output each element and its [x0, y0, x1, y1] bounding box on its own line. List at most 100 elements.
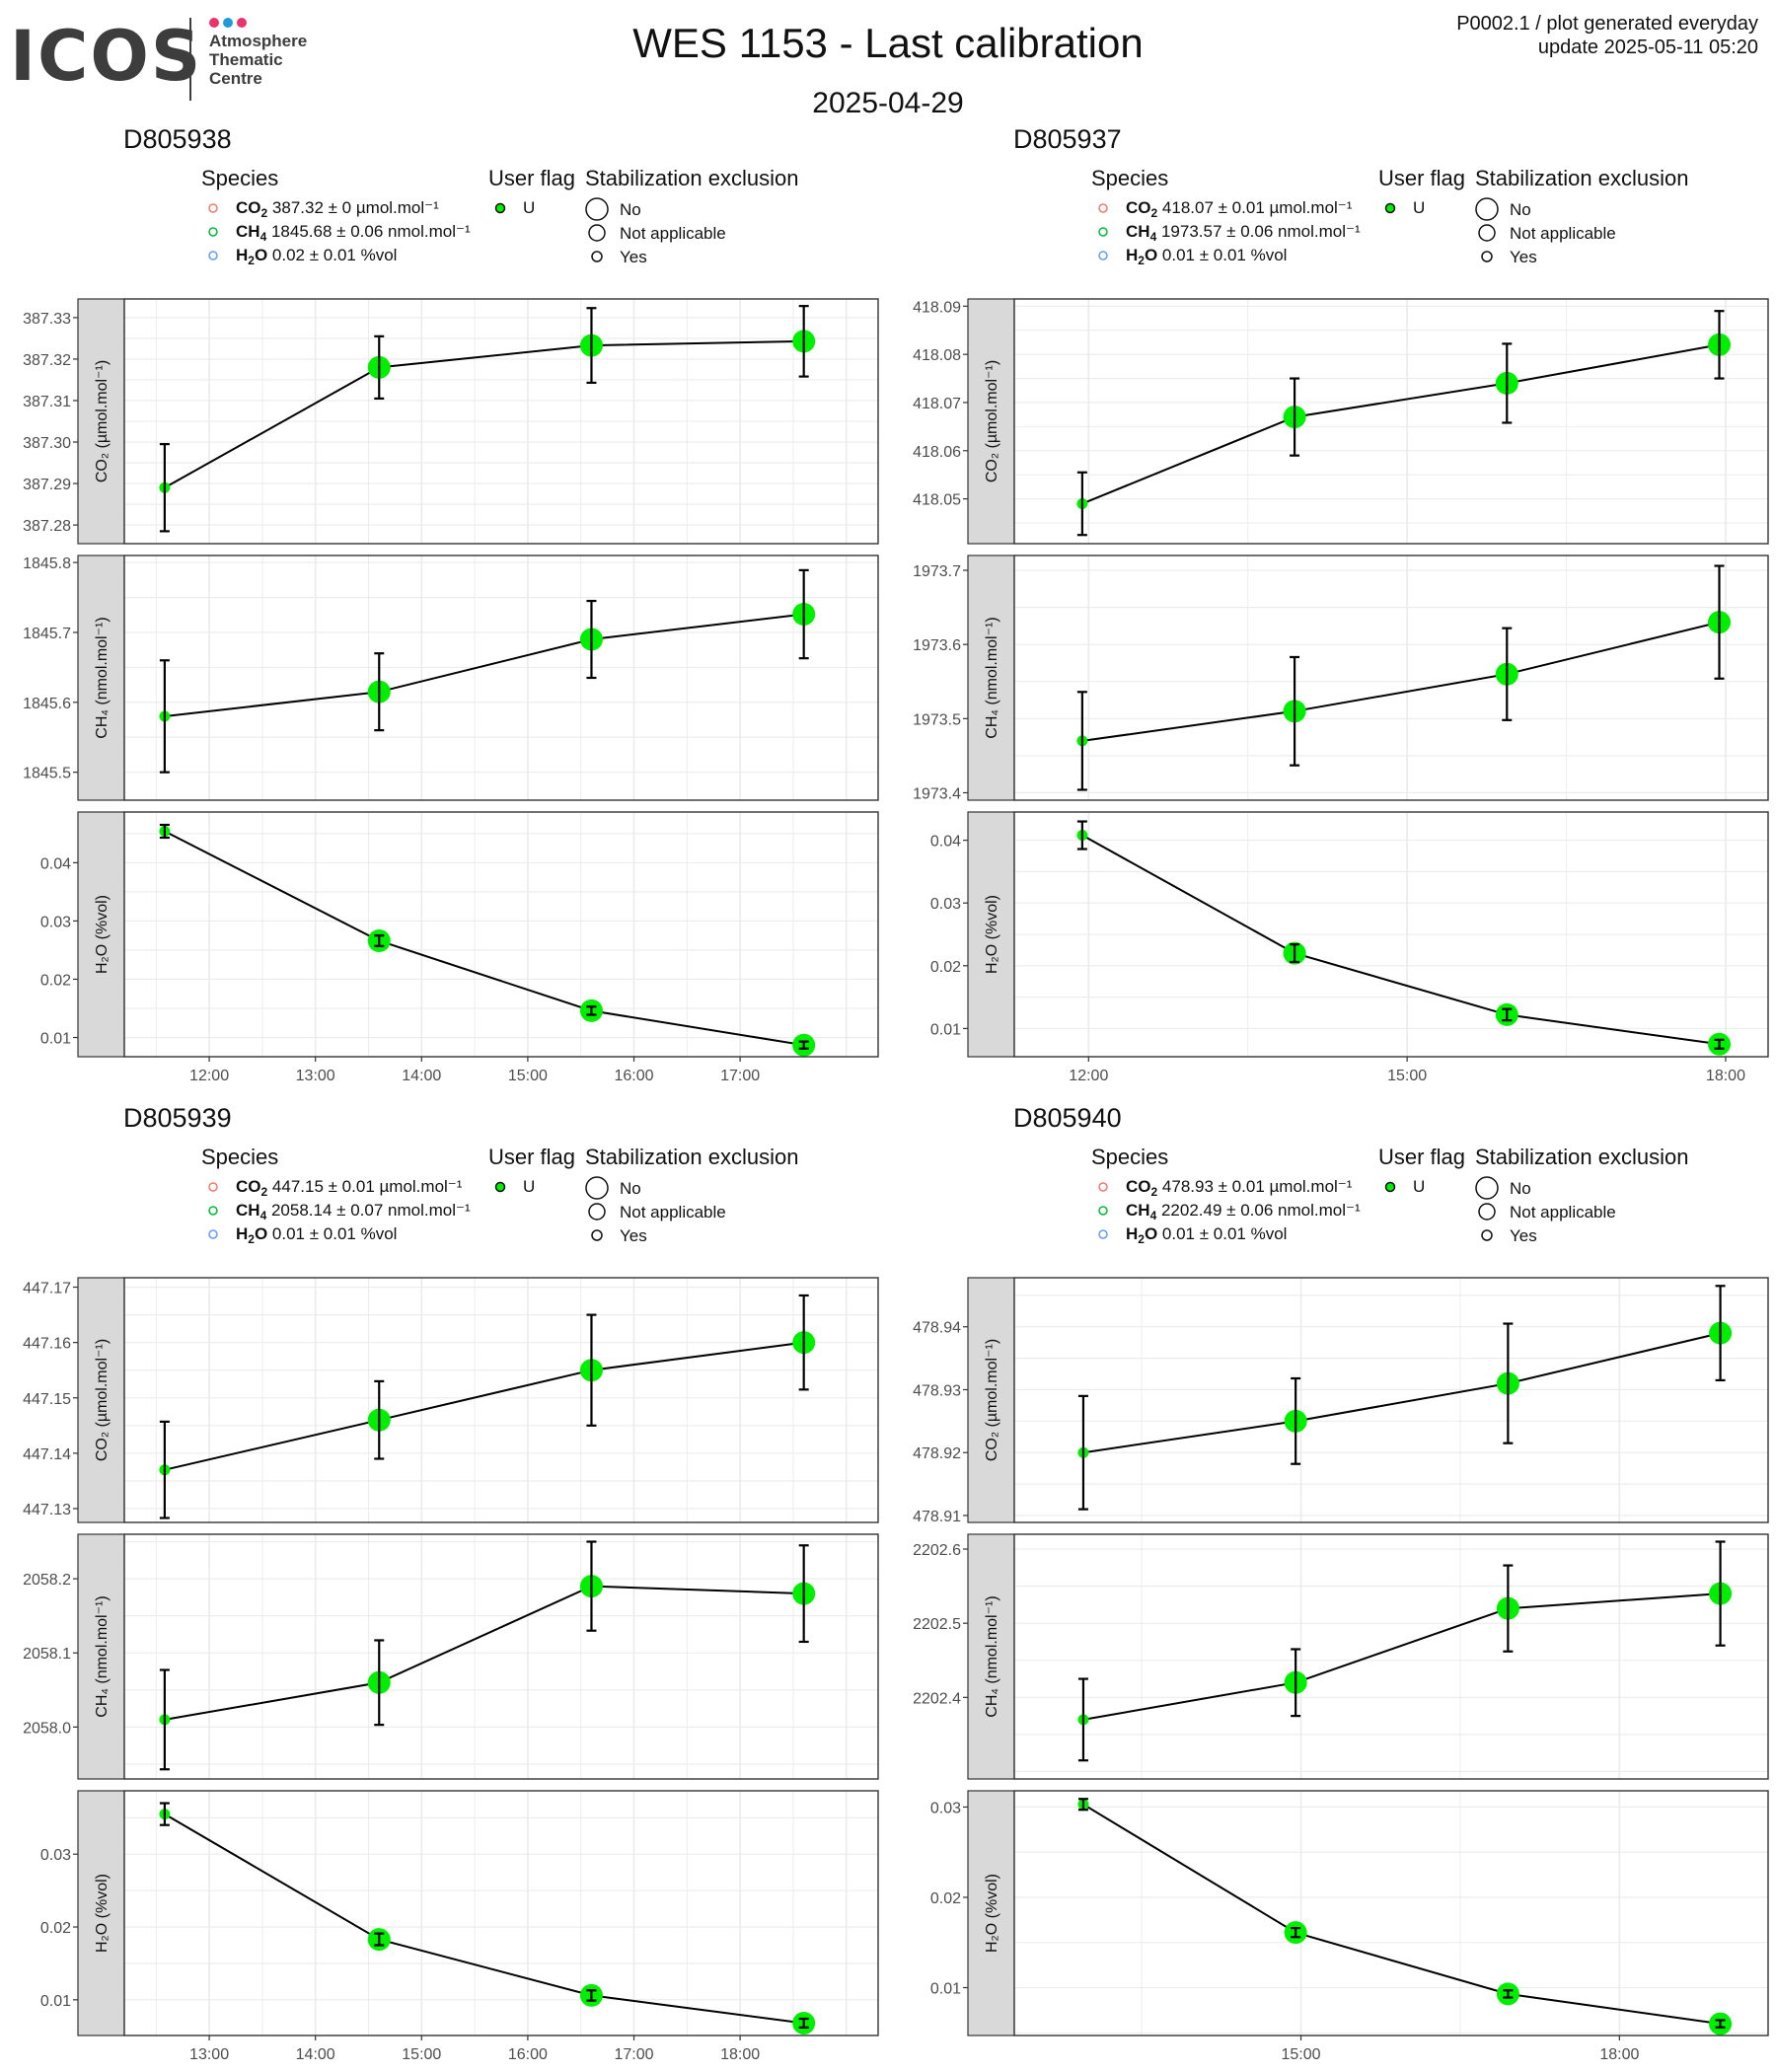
facet-strip-ch4	[967, 1533, 1015, 1780]
y-tick-label: 387.32	[23, 352, 71, 369]
facet-strip-h2o	[77, 1790, 125, 2036]
legend-label-co2: CO2 447.15 ± 0.01 µmol.mol⁻¹	[236, 1177, 463, 1199]
panel-title: D805939	[123, 1103, 232, 1133]
legend-key-h2o	[208, 251, 218, 260]
legend-key-stabilization	[585, 197, 609, 221]
y-tick-label: 418.07	[913, 396, 961, 412]
page-title: WES 1153 - Last calibration	[632, 20, 1144, 66]
series-line-co2	[1082, 1332, 1721, 1454]
legend-label-stabilization: Not applicable	[1510, 224, 1616, 243]
series-line-h2o	[1081, 834, 1720, 1046]
legend-key-flag	[1384, 1181, 1396, 1193]
y-tick-label: 418.06	[913, 444, 961, 461]
x-tick-label: 16:00	[508, 2046, 548, 2063]
legend-label-h2o: H2O 0.01 ± 0.01 %vol	[1126, 1224, 1287, 1246]
legend-title-stabilization: Stabilization exclusion	[1475, 1145, 1688, 1169]
x-tick-label: 13:00	[189, 2046, 229, 2063]
legend-label-h2o: H2O 0.01 ± 0.01 %vol	[236, 1224, 397, 1246]
legend-label-flag: U	[523, 198, 535, 217]
x-tick-label: 15:00	[508, 1068, 548, 1084]
y-tick-label: 387.31	[23, 394, 71, 410]
legend-title-user-flag: User flag	[1378, 166, 1465, 190]
plot-border	[1013, 1790, 1769, 2036]
logo-divider	[189, 18, 191, 101]
legend-title-species: Species	[201, 166, 278, 190]
axis-label-co2: CO₂ (µmol.mol⁻¹)	[984, 1339, 1000, 1461]
plot-background	[124, 1534, 878, 1779]
plot-background	[1014, 299, 1768, 544]
plot-border	[1013, 298, 1769, 545]
series-line-co2	[164, 339, 804, 489]
legend-key-stabilization	[585, 1176, 609, 1200]
series-line-co2	[1081, 343, 1720, 505]
plot-border	[1013, 1277, 1769, 1523]
legend-label-stabilization: No	[1510, 200, 1531, 219]
legend-title-stabilization: Stabilization exclusion	[585, 166, 798, 190]
x-tick-label: 18:00	[1599, 2046, 1639, 2063]
legend-label-stabilization: No	[620, 1179, 641, 1198]
legend-title-species: Species	[201, 1145, 278, 1169]
y-tick-label: 387.28	[23, 518, 71, 535]
legend-label-ch4: CH4 2202.49 ± 0.06 nmol.mol⁻¹	[1126, 1201, 1361, 1222]
legend-key-stabilization	[1478, 1203, 1496, 1221]
plot-background	[124, 1278, 878, 1522]
axis-label-h2o: H₂O (%vol)	[94, 1874, 111, 1953]
y-tick-label: 1973.7	[913, 563, 961, 580]
x-tick-label: 18:00	[1706, 1068, 1745, 1084]
logo-dot	[237, 18, 247, 28]
series-line-ch4	[1081, 621, 1720, 742]
x-tick-label: 17:00	[720, 1068, 760, 1084]
plot-border	[123, 811, 879, 1058]
legend-key-stabilization	[1475, 1176, 1499, 1200]
x-tick-label: 14:00	[402, 1068, 441, 1084]
facet-strip-co2	[967, 1277, 1015, 1523]
facet-strip-co2	[77, 298, 125, 545]
legend-label-stabilization: Yes	[620, 248, 647, 266]
calibration-panel-D805939: D805939 Species CO2 447.15 ± 0.01 µmol.mol…	[23, 1103, 879, 2063]
logo-wordmark: ICOS	[10, 16, 203, 97]
x-tick-label: 15:00	[402, 2046, 441, 2063]
axis-label-h2o: H₂O (%vol)	[984, 895, 1000, 974]
y-tick-label: 447.13	[23, 1502, 71, 1518]
legend-label-flag: U	[1413, 1177, 1425, 1196]
x-tick-label: 15:00	[1282, 2046, 1321, 2063]
axis-label-ch4: CH₄ (nmol.mol⁻¹)	[984, 1595, 1000, 1717]
y-tick-label: 0.03	[40, 1847, 71, 1864]
facet-strip-co2	[967, 298, 1015, 545]
y-tick-label: 0.03	[40, 914, 71, 930]
y-tick-label: 1845.7	[23, 626, 71, 642]
y-tick-label: 0.01	[40, 1993, 71, 2010]
y-tick-label: 0.02	[930, 959, 961, 976]
calibration-date: 2025-04-29	[812, 87, 964, 119]
y-tick-label: 0.02	[40, 1920, 71, 1937]
calibration-panel-D805937: D805937 Species CO2 418.07 ± 0.01 µmol.mol…	[913, 124, 1769, 1084]
y-tick-label: 447.15	[23, 1391, 71, 1408]
logo-subtitle-line: Centre	[209, 69, 262, 88]
y-tick-label: 387.29	[23, 477, 71, 493]
legend-key-h2o	[1098, 1229, 1108, 1239]
y-tick-label: 447.14	[23, 1446, 71, 1463]
logo-dot	[223, 18, 233, 28]
y-tick-label: 478.94	[913, 1320, 961, 1337]
y-tick-label: 418.05	[913, 492, 961, 509]
legend-label-stabilization: Not applicable	[1510, 1203, 1616, 1221]
y-tick-label: 478.91	[913, 1509, 961, 1525]
legend-key-stabilization	[1475, 197, 1499, 221]
logo-dot	[209, 18, 219, 28]
series-line-h2o	[164, 1813, 804, 2025]
legend-key-co2	[208, 1182, 218, 1192]
facet-strip-h2o	[77, 811, 125, 1058]
series-line-h2o	[164, 830, 804, 1047]
legend-title-stabilization: Stabilization exclusion	[585, 1145, 798, 1169]
legend-title-user-flag: User flag	[1378, 1145, 1465, 1169]
plot-border	[123, 298, 879, 545]
facet-strip-h2o	[967, 1790, 1015, 2036]
legend-label-ch4: CH4 1845.68 ± 0.06 nmol.mol⁻¹	[236, 222, 471, 244]
update-timestamp: update 2025-05-11 05:20	[1537, 37, 1758, 58]
axis-label-co2: CO₂ (µmol.mol⁻¹)	[94, 360, 111, 482]
legend-title-user-flag: User flag	[488, 166, 575, 190]
plot-background	[1014, 1791, 1768, 2035]
y-tick-label: 1845.8	[23, 555, 71, 572]
legend-key-stabilization	[1481, 1229, 1493, 1241]
